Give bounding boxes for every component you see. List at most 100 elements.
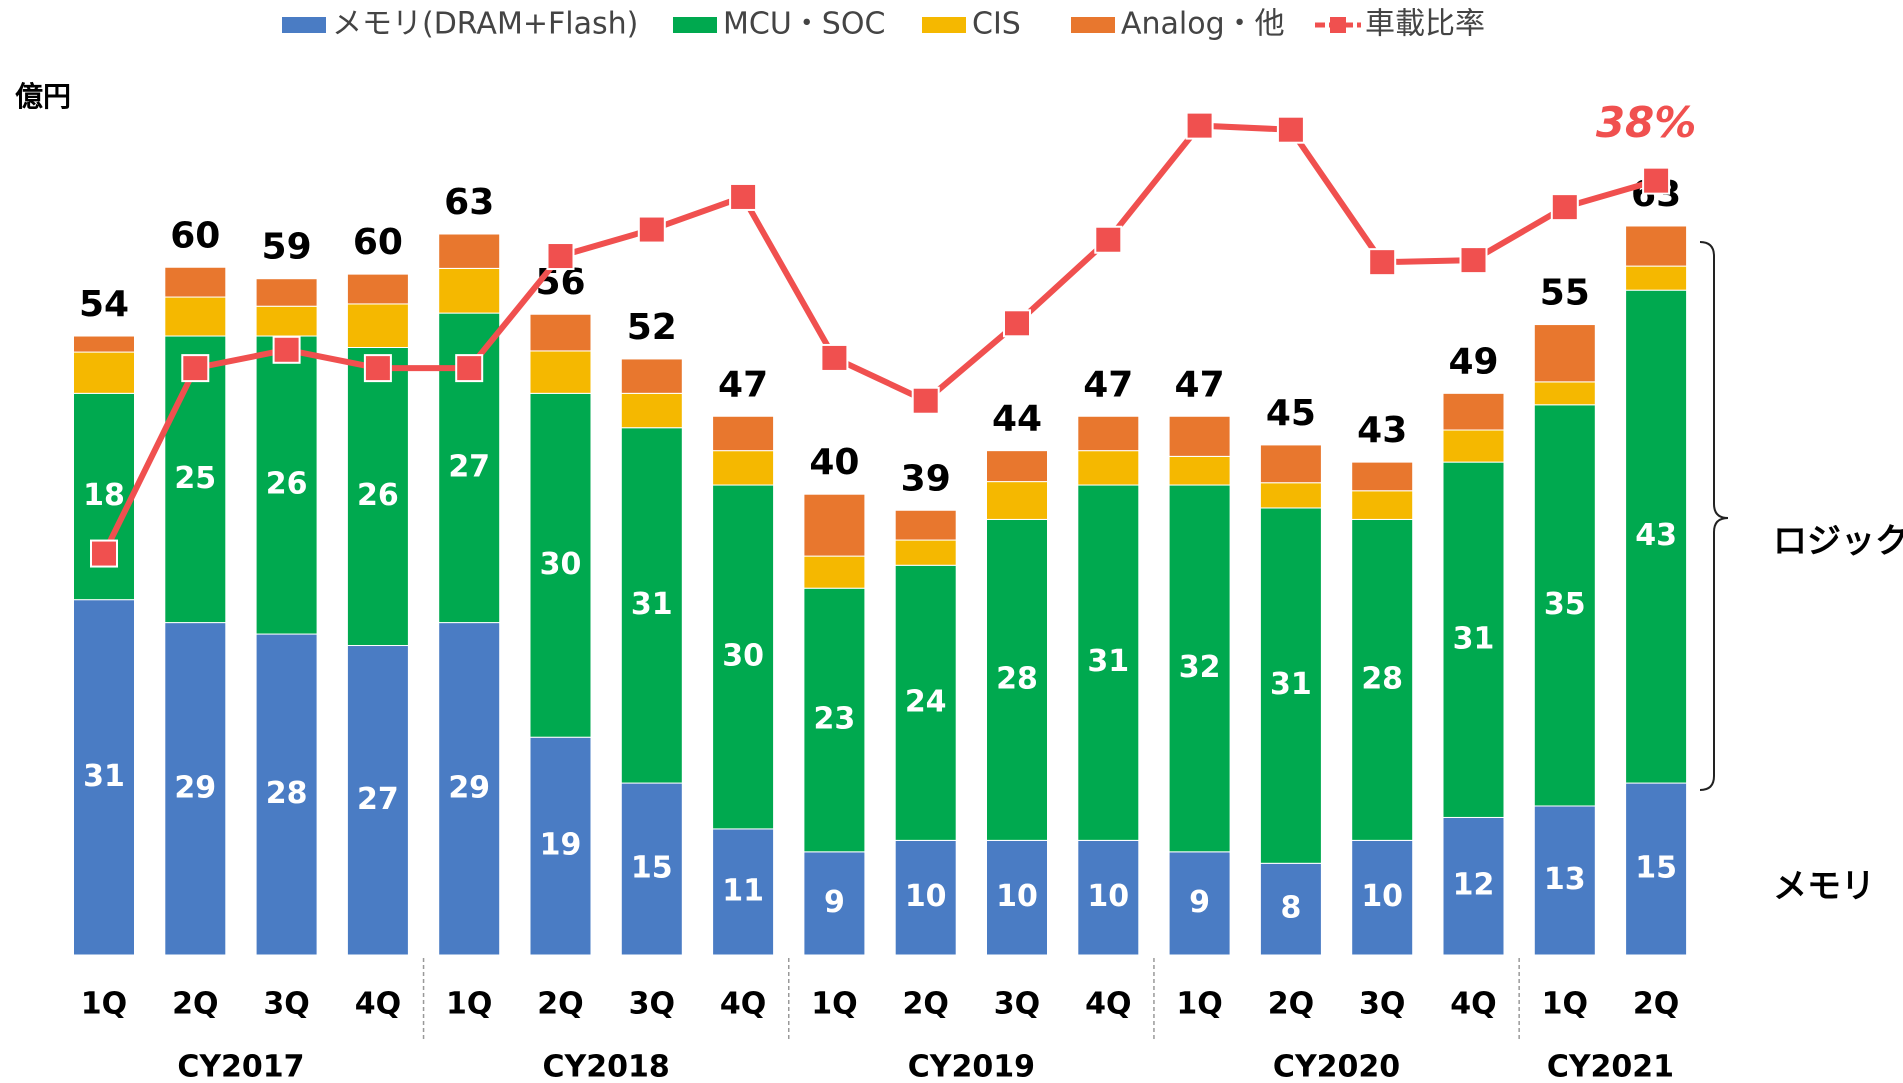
x-tick-label: 1Q: [1176, 987, 1222, 1022]
bar-segment: [529, 350, 592, 394]
data-label: 29: [448, 770, 490, 805]
line-label: 38%: [1596, 98, 1697, 147]
bar-segment: [1442, 392, 1505, 431]
total-label: 43: [1357, 410, 1407, 451]
bar-segment: [1442, 429, 1505, 463]
data-label: 19: [540, 828, 582, 863]
legend-swatch: [922, 17, 966, 33]
x-tick-label: 3Q: [629, 987, 675, 1022]
bar-segment: [164, 335, 227, 624]
group-label: CY2020: [1273, 1050, 1400, 1083]
total-label: 63: [444, 182, 494, 223]
bar-segment: [1168, 851, 1231, 956]
data-label: 27: [448, 449, 490, 484]
data-label: 35: [1544, 587, 1586, 622]
line-marker: [1276, 115, 1305, 144]
data-label: 15: [631, 851, 673, 886]
total-label: 60: [353, 222, 403, 263]
data-label: 26: [357, 478, 399, 513]
bar-segment: [438, 267, 501, 314]
brace: [1699, 241, 1729, 791]
bar-segment: [894, 564, 957, 841]
bar-segment: [1351, 839, 1414, 956]
bar-segment: [712, 450, 775, 486]
legend-label: Analog・他: [1121, 7, 1285, 42]
y-axis-label: 億円: [15, 80, 71, 113]
line-marker: [1550, 193, 1579, 222]
bar-segment: [894, 509, 957, 541]
bar-segment: [529, 736, 592, 956]
bar-segment: [255, 335, 318, 635]
data-label: 18: [83, 478, 125, 513]
bar-segment: [986, 450, 1048, 483]
total-label: 54: [79, 284, 129, 325]
total-label: 59: [262, 227, 312, 268]
total-label: 55: [1540, 273, 1590, 314]
line-marker: [637, 215, 666, 244]
line-marker: [1094, 225, 1123, 254]
bar-segment: [1077, 450, 1140, 486]
bar-segment: [255, 278, 318, 307]
data-label: 28: [996, 661, 1038, 696]
line-marker: [1459, 246, 1488, 275]
annotation: ロジック: [1773, 522, 1903, 562]
data-label: 12: [1453, 868, 1495, 903]
line-marker: [1368, 248, 1397, 277]
bar-segment: [620, 427, 683, 784]
x-tick-label: 3Q: [1359, 987, 1405, 1022]
data-label: 13: [1544, 862, 1586, 897]
data-label: 28: [266, 776, 308, 811]
data-label: 31: [631, 587, 673, 622]
line-marker: [90, 539, 118, 568]
bar-segment: [894, 539, 957, 566]
bar-segment: [164, 266, 227, 298]
bar-segment: [346, 303, 409, 348]
bar-segment: [346, 346, 409, 647]
group-label: CY2018: [543, 1050, 670, 1083]
bar-segment: [73, 599, 135, 956]
group-label: CY2017: [177, 1050, 304, 1083]
x-tick-label: 4Q: [355, 987, 401, 1022]
x-tick-label: 4Q: [1085, 987, 1131, 1022]
x-tick-label: 1Q: [811, 987, 857, 1022]
total-label: 39: [901, 458, 951, 499]
total-label: 45: [1266, 393, 1316, 434]
bar-segment: [346, 645, 409, 956]
legend-label: メモリ(DRAM+Flash): [332, 7, 638, 42]
x-tick-label: 3Q: [994, 987, 1040, 1022]
bar-segment: [1077, 484, 1140, 841]
bar-segment: [255, 305, 318, 337]
bar-segment: [1533, 324, 1596, 383]
data-label: 10: [905, 879, 947, 914]
bar-segment: [1442, 461, 1505, 818]
bar-segment: [986, 481, 1048, 520]
legend-swatch: [1330, 17, 1346, 33]
line-marker: [1003, 309, 1031, 338]
bar-segment: [620, 782, 683, 956]
bar-segment: [164, 296, 227, 337]
line-marker: [455, 354, 484, 383]
total-label: 44: [992, 399, 1042, 440]
line-marker: [729, 182, 758, 211]
data-label: 10: [996, 879, 1038, 914]
bar-segment: [1351, 490, 1414, 520]
x-tick-label: 2Q: [1268, 987, 1314, 1022]
data-label: 27: [357, 782, 399, 817]
data-label: 10: [1361, 879, 1403, 914]
x-tick-label: 2Q: [172, 987, 218, 1022]
annotation: メモリ: [1773, 867, 1875, 907]
group-label: CY2019: [908, 1050, 1035, 1083]
data-label: 43: [1635, 518, 1677, 553]
data-label: 31: [1270, 667, 1312, 702]
x-tick-label: 4Q: [720, 987, 766, 1022]
bar-segment: [529, 313, 592, 352]
legend-label: MCU・SOC: [723, 7, 885, 42]
data-label: 31: [1087, 644, 1129, 679]
bar-segment: [1077, 415, 1140, 452]
line: [101, 122, 1657, 555]
bar-segment: [1259, 482, 1322, 509]
data-label: 24: [905, 684, 947, 719]
data-label: 9: [824, 885, 845, 920]
legend-label: 車載比率: [1365, 7, 1485, 42]
